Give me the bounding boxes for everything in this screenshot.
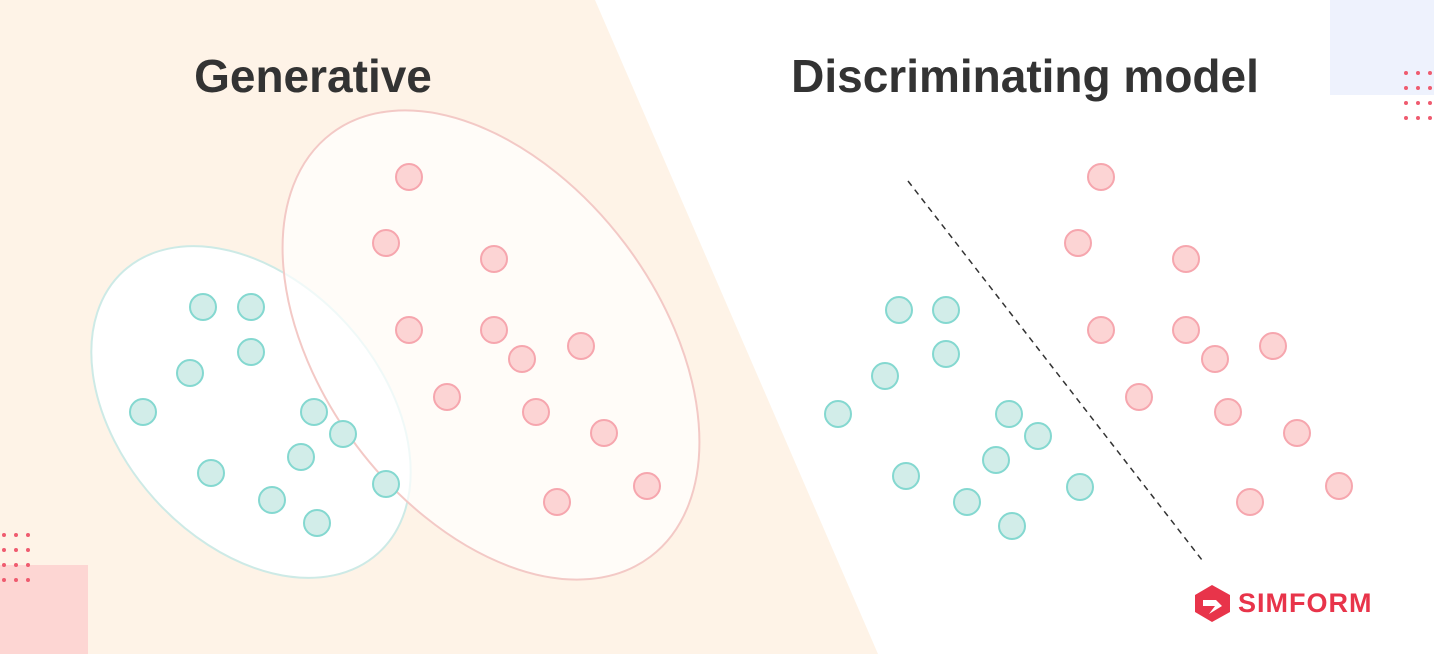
dot-grid [1404, 71, 1432, 120]
point [1236, 488, 1264, 516]
point [26, 548, 30, 552]
point [995, 400, 1023, 428]
point [2, 548, 6, 552]
dot-grid [2, 533, 30, 582]
point [1416, 116, 1420, 120]
point [1416, 101, 1420, 105]
point [372, 470, 400, 498]
point [1064, 229, 1092, 257]
point [329, 420, 357, 448]
point [543, 488, 571, 516]
point [1416, 71, 1420, 75]
point [1172, 245, 1200, 273]
point [1404, 86, 1408, 90]
point [2, 578, 6, 582]
logo: SIMFORM [1195, 585, 1373, 622]
point [508, 345, 536, 373]
point [14, 578, 18, 582]
title: Discriminating model [791, 50, 1259, 102]
point [1404, 101, 1408, 105]
point [480, 245, 508, 273]
point [14, 563, 18, 567]
class-b-points [372, 163, 661, 516]
point [189, 293, 217, 321]
point [2, 533, 6, 537]
point [1428, 71, 1432, 75]
point [300, 398, 328, 426]
point [1404, 71, 1408, 75]
point [395, 316, 423, 344]
class-a-points [824, 296, 1094, 540]
point [982, 446, 1010, 474]
point [1087, 163, 1115, 191]
point [395, 163, 423, 191]
point [1125, 383, 1153, 411]
class-a-points [129, 293, 400, 537]
point [932, 296, 960, 324]
point [287, 443, 315, 471]
point [258, 486, 286, 514]
point [1172, 316, 1200, 344]
point [1066, 473, 1094, 501]
point [1428, 116, 1432, 120]
class-b-points [1064, 163, 1353, 516]
point [14, 533, 18, 537]
decision-boundary [907, 180, 1203, 561]
point [932, 340, 960, 368]
point [1325, 472, 1353, 500]
point [1404, 116, 1408, 120]
point [2, 563, 6, 567]
point [1428, 101, 1432, 105]
point [1428, 86, 1432, 90]
point [26, 578, 30, 582]
point [1201, 345, 1229, 373]
point [824, 400, 852, 428]
point [590, 419, 618, 447]
point [953, 488, 981, 516]
point [372, 229, 400, 257]
point [1416, 86, 1420, 90]
point [237, 293, 265, 321]
point [1259, 332, 1287, 360]
cluster-boundary [281, 109, 701, 581]
point [303, 509, 331, 537]
point [480, 316, 508, 344]
point [26, 563, 30, 567]
point [633, 472, 661, 500]
point [26, 533, 30, 537]
point [567, 332, 595, 360]
logo-text: SIMFORM [1238, 588, 1373, 618]
point [1024, 422, 1052, 450]
point [871, 362, 899, 390]
corner-block [1330, 0, 1434, 95]
corner-block [0, 565, 88, 654]
logo-icon-cut [1203, 600, 1222, 614]
point [129, 398, 157, 426]
point [14, 548, 18, 552]
point [1214, 398, 1242, 426]
point [197, 459, 225, 487]
point [522, 398, 550, 426]
point [1087, 316, 1115, 344]
title: Generative [194, 50, 432, 102]
point [998, 512, 1026, 540]
point [176, 359, 204, 387]
point [892, 462, 920, 490]
point [1283, 419, 1311, 447]
point [237, 338, 265, 366]
point [433, 383, 461, 411]
point [885, 296, 913, 324]
